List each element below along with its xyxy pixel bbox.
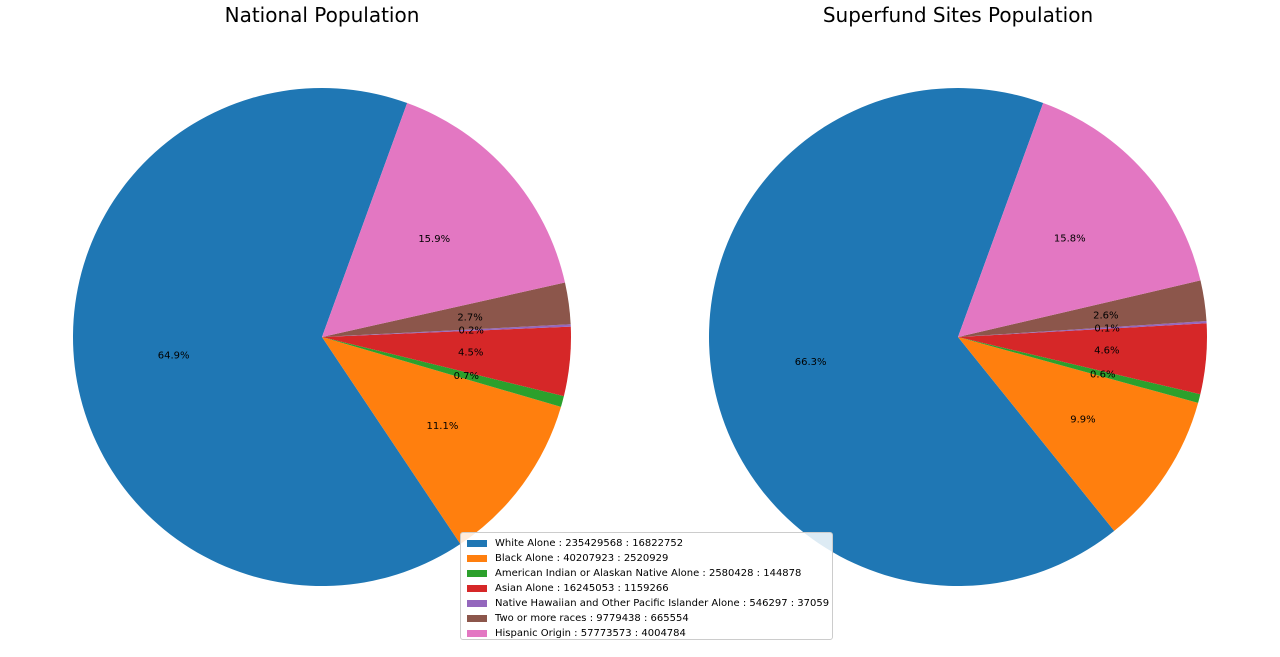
- pie-slice-percent-label: 4.6%: [1094, 346, 1119, 357]
- pie-slice: [72, 88, 461, 587]
- pie-slice: [958, 337, 1199, 531]
- superfund-sites-population-pie: 66.3% 9.9% 0.6% 4.6% 0.1% 2.6% 15.8% Superfund …: [708, 3, 1208, 587]
- legend-label: Asian Alone : 16245053 : 1159266: [495, 583, 669, 594]
- pie-slice-percent-label: 9.9%: [1070, 414, 1095, 425]
- legend-swatch: [467, 600, 487, 607]
- legend-swatch: [467, 540, 487, 547]
- legend-item: Asian Alone : 16245053 : 1159266: [467, 581, 825, 596]
- pie-slice: [958, 337, 1201, 403]
- pie-slice-percent-label: 15.9%: [418, 234, 450, 245]
- legend-item: Black Alone : 40207923 : 2520929: [467, 551, 825, 566]
- pie-slice-percent-label: 2.7%: [457, 312, 482, 323]
- pie-slice-percent-label: 11.1%: [427, 421, 459, 432]
- legend-label: White Alone : 235429568 : 16822752: [495, 538, 684, 549]
- pie-slice: [958, 320, 1207, 337]
- legend-item: American Indian or Alaskan Native Alone …: [467, 566, 825, 581]
- legend-item: Two or more races : 9779438 : 665554: [467, 611, 825, 626]
- pie-slice-percent-label: 2.6%: [1093, 311, 1118, 322]
- pie-slice: [322, 324, 571, 337]
- pie-slice-percent-label: 0.1%: [1094, 324, 1119, 335]
- pie-slice: [322, 103, 565, 338]
- pie-slice: [322, 282, 571, 337]
- pie-slice: [958, 280, 1207, 337]
- legend-label: American Indian or Alaskan Native Alone …: [495, 568, 802, 579]
- legend-swatch: [467, 615, 487, 622]
- legend-label: Hispanic Origin : 57773573 : 4004784: [495, 628, 686, 639]
- pie-slice-percent-label: 0.7%: [454, 371, 479, 382]
- legend-label: Native Hawaiian and Other Pacific Island…: [495, 598, 830, 609]
- legend-item: Native Hawaiian and Other Pacific Island…: [467, 596, 829, 611]
- pie-slice: [322, 326, 571, 397]
- legend-item: White Alone : 235429568 : 16822752: [467, 536, 825, 551]
- legend-item: Hispanic Origin : 57773573 : 4004784: [467, 626, 825, 641]
- legend-label: Black Alone : 40207923 : 2520929: [495, 553, 669, 564]
- legend-swatch: [467, 570, 487, 577]
- pie-slice: [708, 88, 1115, 587]
- pie-slice-percent-label: 0.2%: [459, 326, 484, 337]
- pie-slice: [958, 103, 1201, 338]
- pie-slice: [958, 323, 1208, 395]
- pie-slice-percent-label: 66.3%: [795, 357, 827, 368]
- legend-swatch: [467, 630, 487, 637]
- legend-swatch: [467, 555, 487, 562]
- legend-label: Two or more races : 9779438 : 665554: [495, 613, 689, 624]
- pie-slice: [322, 337, 564, 407]
- legend-swatch: [467, 585, 487, 592]
- pie-slice-percent-label: 64.9%: [158, 350, 190, 361]
- pie-slice-percent-label: 4.5%: [458, 347, 483, 358]
- pie-slice-percent-label: 15.8%: [1054, 233, 1086, 244]
- chart-title: Superfund Sites Population: [823, 3, 1093, 27]
- pie-slice: [322, 337, 561, 544]
- pie-slice-percent-label: 0.6%: [1090, 369, 1115, 380]
- chart-title: National Population: [225, 3, 420, 27]
- legend: White Alone : 235429568 : 16822752 Black …: [460, 532, 833, 640]
- national-population-pie: 64.9% 11.1% 0.7% 4.5% 0.2% 2.7% 15.9% National …: [72, 3, 571, 587]
